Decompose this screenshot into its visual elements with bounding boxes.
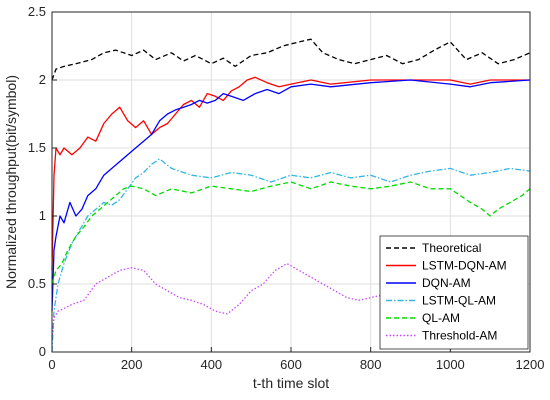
legend-box [379, 235, 529, 350]
x-tick-label: 800 [360, 357, 382, 372]
x-tick-label: 0 [48, 357, 55, 372]
x-tick-label: 1000 [436, 357, 465, 372]
series-line-dqn-am [51, 79, 531, 312]
y-tick-label: 1.5 [28, 140, 46, 155]
tick-layer: 0 200 400 600 800 1000 1200 0 0.5 1 1.5 2 2.5 [28, 4, 545, 372]
legend-label-dqn-am: DQN-AM [422, 276, 471, 290]
series-line-lstm-ql-am [51, 158, 531, 353]
legend: Theoretical LSTM-DQN-AM DQN-AM LSTM-QL-AM QL… [379, 235, 529, 350]
y-tick-label: 0 [39, 344, 46, 359]
x-axis-label: t-th time slot [253, 375, 329, 391]
series-line-ql-am [51, 181, 531, 285]
y-tick-label: 2 [39, 72, 46, 87]
y-axis-label: Normalized throughput(bit/symbol) [3, 75, 19, 289]
legend-label-lstm-ql-am: LSTM-QL-AM [422, 294, 496, 308]
series-layer [51, 38, 531, 353]
x-tick-label: 400 [200, 357, 222, 372]
x-tick-label: 1200 [516, 357, 545, 372]
series-line-lstm-dqn-am [51, 76, 530, 271]
series-line-theoretical [51, 38, 531, 81]
y-tick-label: 0.5 [28, 276, 46, 291]
y-tick-label: 1 [39, 208, 46, 223]
legend-label-threshold-am: Threshold-AM [422, 329, 497, 343]
legend-label-lstm-dqn-am: LSTM-DQN-AM [422, 259, 507, 273]
x-tick-label: 200 [121, 357, 143, 372]
legend-label-ql-am: QL-AM [422, 311, 460, 325]
legend-label-theoretical: Theoretical [422, 241, 481, 255]
x-tick-label: 600 [280, 357, 302, 372]
y-tick-label: 2.5 [28, 4, 46, 19]
